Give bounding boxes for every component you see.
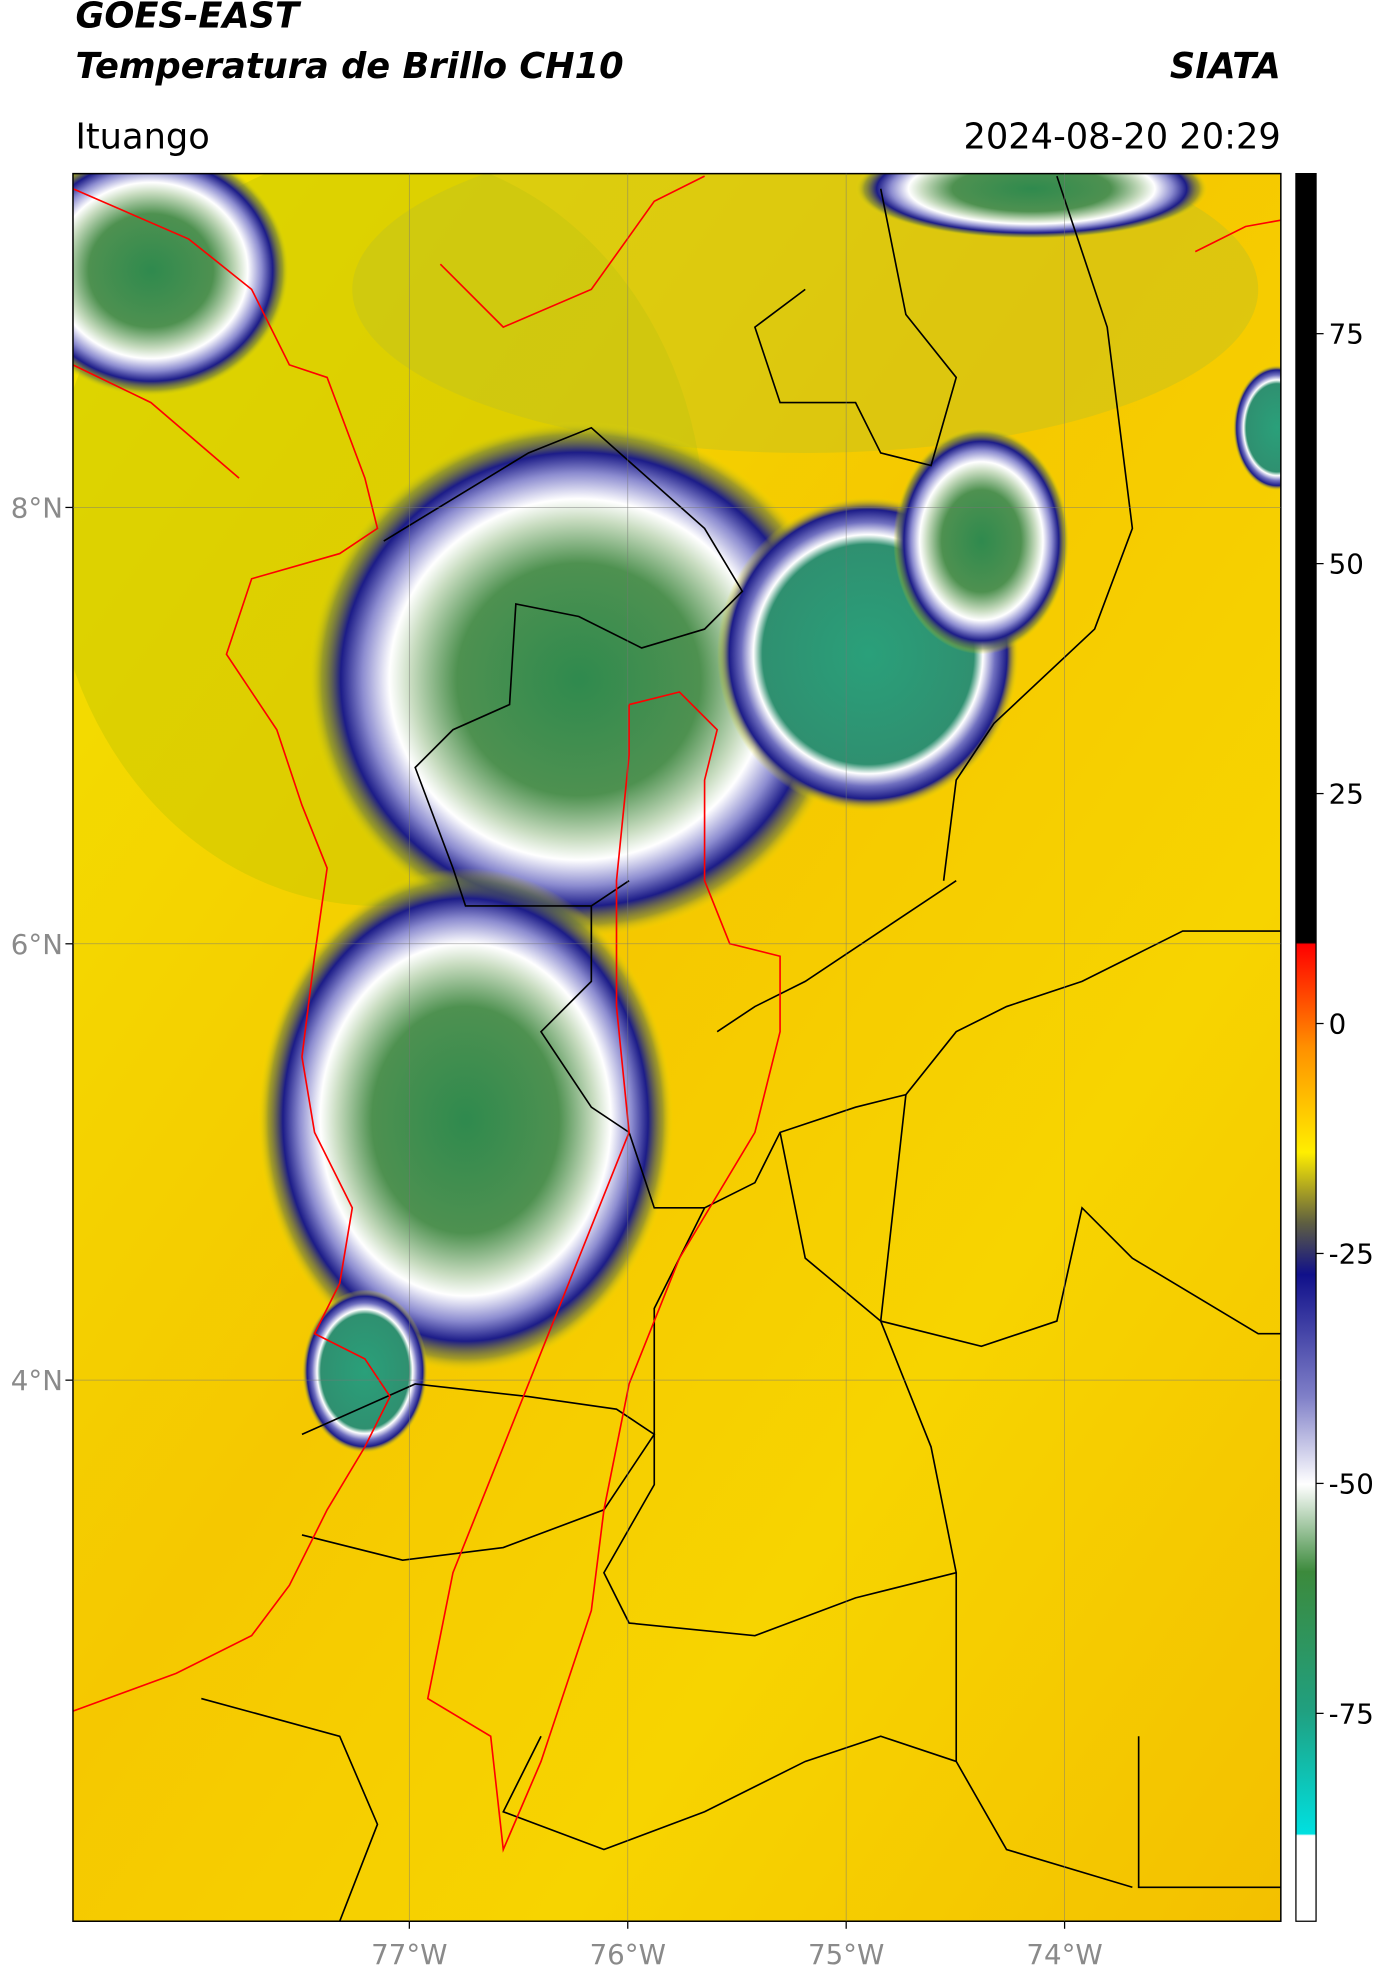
borders <box>201 175 1281 1922</box>
map-frame <box>72 172 1282 1922</box>
colorbar-tick-label: -25 <box>1329 1238 1374 1271</box>
subtitle: Temperatura de Brillo CH10 <box>75 46 623 87</box>
title: GOES-EAST <box>75 0 302 37</box>
colorbar-tick-label: 75 <box>1329 318 1364 351</box>
source: SIATA <box>1170 46 1281 87</box>
cloud-haze <box>352 173 1259 453</box>
x-tick-label: 77°W <box>371 1938 447 1971</box>
colorbar-tick-label: -50 <box>1329 1467 1374 1500</box>
map-image <box>72 173 1281 1922</box>
colorbar-tick-label: 50 <box>1329 548 1364 581</box>
datetime: 2024-08-20 20:29 <box>963 116 1280 157</box>
colorbar-tick-label: 25 <box>1329 778 1364 811</box>
storm-cell <box>72 173 290 397</box>
colorbar-tick-label: -75 <box>1329 1697 1374 1730</box>
location: Ituango <box>75 116 209 157</box>
y-tick-label: 4°N <box>11 1364 63 1397</box>
storm-cell <box>257 868 674 1372</box>
colorbar-tick-label: 0 <box>1329 1008 1347 1041</box>
x-tick-label: 75°W <box>808 1938 884 1971</box>
coastline <box>72 175 1281 1853</box>
y-tick-label: 6°N <box>11 928 63 961</box>
colorbar <box>1295 172 1317 1922</box>
x-tick-label: 74°W <box>1026 1938 1102 1971</box>
storm-cell <box>301 1289 428 1454</box>
x-tick-label: 76°W <box>590 1938 666 1971</box>
y-tick-label: 8°N <box>11 492 63 525</box>
storm-cell <box>893 427 1070 655</box>
storm-cell <box>308 421 850 938</box>
storm-cell <box>855 173 1208 240</box>
storm-cell <box>1233 364 1281 491</box>
